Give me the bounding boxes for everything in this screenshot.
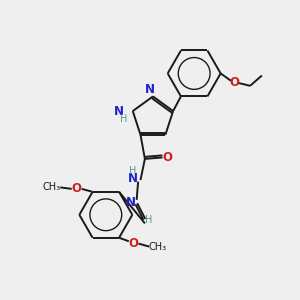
Text: N: N (144, 83, 154, 96)
Text: CH₃: CH₃ (149, 242, 167, 252)
Text: H: H (145, 215, 153, 225)
Text: O: O (129, 237, 139, 250)
Text: O: O (163, 151, 172, 164)
Text: O: O (229, 76, 239, 89)
Text: N: N (126, 196, 136, 209)
Text: H: H (129, 166, 136, 176)
Text: O: O (71, 182, 81, 195)
Text: CH₃: CH₃ (43, 182, 61, 192)
Text: N: N (128, 172, 137, 185)
Text: N: N (114, 105, 124, 118)
Text: H: H (120, 114, 128, 124)
